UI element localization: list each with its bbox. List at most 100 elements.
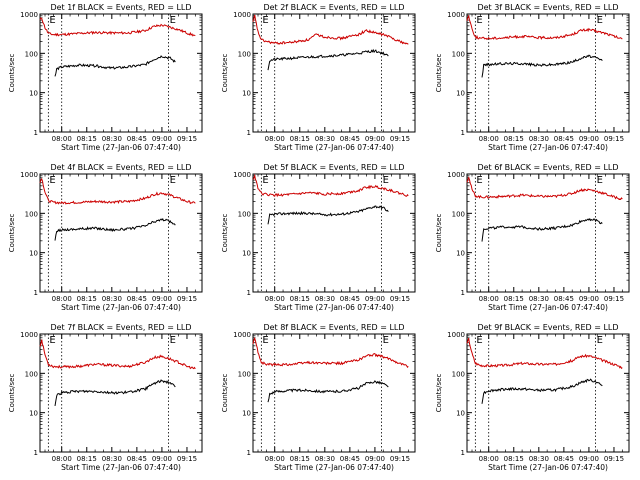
event-marker: E	[476, 15, 482, 26]
panel-title: Det 2f BLACK = Events, RED = LLD	[263, 3, 404, 12]
events-rate-series	[54, 379, 176, 406]
x-axis-label: Start Time (27-Jan-06 07:47:40)	[274, 463, 394, 472]
plot-frame	[39, 13, 203, 133]
y-tick-label: 100	[238, 370, 251, 378]
events-rate-series	[54, 217, 176, 241]
events-rate-series	[481, 217, 603, 242]
lld-rate-series	[466, 14, 623, 41]
x-axis-label: Start Time (27-Jan-06 07:47:40)	[274, 303, 394, 312]
y-tick-label: 10	[456, 250, 465, 258]
y-tick-label: 10	[29, 410, 38, 418]
x-tick-label: 08:00	[52, 295, 72, 303]
x-tick-label: 08:30	[315, 295, 335, 303]
y-tick-label: 1	[247, 129, 251, 137]
x-tick-label: 08:00	[479, 455, 499, 463]
plot-frame	[466, 173, 630, 293]
x-tick-label: 09:00	[152, 295, 172, 303]
detector-panel: Det 3f BLACK = Events, RED = LLD 1 10 100 10…	[435, 3, 630, 152]
panel-title: Det 3f BLACK = Events, RED = LLD	[477, 3, 618, 12]
x-axis-label: Start Time (27-Jan-06 07:47:40)	[61, 463, 181, 472]
x-tick-label: 08:45	[340, 455, 360, 463]
event-marker: E	[170, 175, 176, 186]
y-tick-label: 1	[461, 129, 465, 137]
x-tick-label: 08:15	[77, 455, 97, 463]
detector-panel: Det 1f BLACK = Events, RED = LLD 1 10 100 10…	[8, 3, 203, 152]
y-tick-label: 1	[461, 289, 465, 297]
x-tick-label: 08:45	[340, 295, 360, 303]
y-tick-label: 10	[29, 90, 38, 98]
plot-frame	[252, 333, 416, 453]
x-tick-label: 09:15	[177, 455, 197, 463]
y-tick-label: 100	[238, 210, 251, 218]
panel-title: Det 6f BLACK = Events, RED = LLD	[477, 163, 618, 172]
x-tick-label: 08:15	[504, 135, 524, 143]
lld-rate-series	[252, 14, 409, 45]
x-tick-label: 08:45	[127, 455, 147, 463]
x-tick-label: 08:15	[290, 455, 310, 463]
plot-frame	[466, 333, 630, 453]
y-axis-label: Counts/sec	[221, 214, 229, 253]
x-tick-label: 08:00	[52, 135, 72, 143]
x-tick-label: 09:00	[152, 455, 172, 463]
x-tick-label: 08:00	[479, 295, 499, 303]
plot-frame	[39, 333, 203, 453]
x-axis-label: Start Time (27-Jan-06 07:47:40)	[488, 463, 608, 472]
events-rate-series	[267, 205, 389, 225]
event-marker: E	[262, 175, 268, 186]
panel-title: Det 5f BLACK = Events, RED = LLD	[263, 163, 404, 172]
event-marker: E	[49, 15, 55, 26]
x-tick-label: 08:30	[529, 295, 549, 303]
x-tick-label: 08:15	[504, 295, 524, 303]
x-tick-label: 08:00	[479, 135, 499, 143]
panel-title: Det 4f BLACK = Events, RED = LLD	[50, 163, 191, 172]
x-axis-label: Start Time (27-Jan-06 07:47:40)	[61, 143, 181, 152]
lld-rate-series	[252, 173, 409, 198]
plot-frame	[252, 13, 416, 133]
y-tick-label: 1	[247, 289, 251, 297]
y-tick-label: 1000	[233, 171, 251, 179]
event-marker: E	[597, 15, 603, 26]
event-marker: E	[170, 335, 176, 346]
y-tick-label: 1000	[20, 171, 38, 179]
plot-frame	[252, 173, 416, 293]
y-tick-label: 1000	[20, 11, 38, 19]
y-axis-label: Counts/sec	[435, 54, 443, 93]
y-axis-label: Counts/sec	[8, 374, 16, 413]
event-marker: E	[476, 335, 482, 346]
x-tick-label: 08:30	[315, 455, 335, 463]
event-marker: E	[49, 335, 55, 346]
x-tick-label: 08:30	[315, 135, 335, 143]
y-tick-label: 1	[34, 289, 38, 297]
y-tick-label: 100	[238, 50, 251, 58]
y-axis-label: Counts/sec	[8, 54, 16, 93]
y-tick-label: 1	[461, 449, 465, 457]
y-tick-label: 1000	[447, 171, 465, 179]
panel-title: Det 1f BLACK = Events, RED = LLD	[50, 3, 191, 12]
x-tick-label: 08:15	[77, 135, 97, 143]
panel-title: Det 8f BLACK = Events, RED = LLD	[263, 323, 404, 332]
lld-rate-series	[39, 177, 196, 205]
y-tick-label: 1000	[447, 331, 465, 339]
y-tick-label: 10	[456, 90, 465, 98]
x-tick-label: 09:00	[365, 135, 385, 143]
y-tick-label: 100	[25, 370, 38, 378]
detector-panel: Det 2f BLACK = Events, RED = LLD 1 10 100 10…	[221, 3, 416, 152]
y-tick-label: 100	[452, 370, 465, 378]
lld-rate-series	[252, 336, 409, 369]
x-tick-label: 08:30	[102, 295, 122, 303]
event-marker: E	[597, 175, 603, 186]
event-marker: E	[383, 175, 389, 186]
events-rate-series	[267, 380, 389, 403]
plot-frame	[39, 173, 203, 293]
event-marker: E	[383, 335, 389, 346]
y-tick-label: 1000	[233, 331, 251, 339]
events-rate-series	[267, 48, 389, 71]
lld-rate-series	[466, 176, 623, 201]
x-tick-label: 08:45	[127, 135, 147, 143]
y-axis-label: Counts/sec	[435, 214, 443, 253]
x-tick-label: 09:15	[604, 455, 624, 463]
x-tick-label: 09:00	[365, 295, 385, 303]
y-tick-label: 1	[34, 129, 38, 137]
x-tick-label: 09:00	[152, 135, 172, 143]
x-tick-label: 09:00	[579, 455, 599, 463]
